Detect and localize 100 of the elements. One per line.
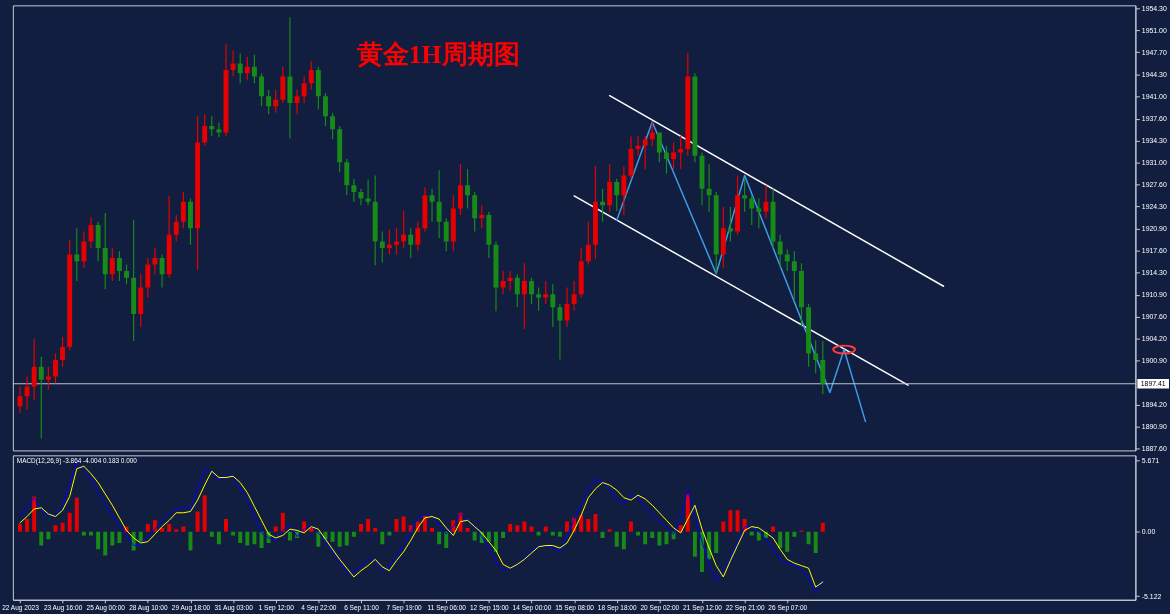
candlestick (81, 230, 87, 269)
candlestick (17, 385, 23, 414)
candlestick (330, 112, 336, 140)
candlestick (237, 52, 243, 84)
bar (493, 531, 498, 552)
bar (238, 531, 243, 543)
candlestick (180, 191, 186, 229)
candlestick (251, 54, 257, 84)
candlestick (301, 75, 307, 104)
bar (401, 516, 406, 532)
candlestick (116, 250, 122, 282)
bar (430, 527, 435, 532)
bar (813, 531, 818, 554)
candlestick (38, 356, 44, 440)
bar (501, 531, 506, 538)
candlestick (678, 135, 684, 170)
candlestick (31, 338, 37, 401)
bar (806, 531, 811, 545)
bar (522, 521, 527, 532)
bar (17, 524, 22, 532)
bar (245, 531, 250, 546)
candlestick (216, 122, 222, 138)
candlestick (571, 280, 577, 312)
bar (138, 531, 143, 542)
candlestick (550, 283, 556, 328)
candlestick (294, 89, 300, 115)
candlestick (244, 56, 250, 81)
bar (792, 531, 797, 537)
candlestick (543, 280, 549, 305)
bar (337, 531, 342, 547)
bar (309, 527, 314, 532)
candlestick (394, 227, 399, 256)
bar (330, 531, 335, 542)
bar (181, 526, 186, 532)
bar (110, 531, 115, 546)
candlestick (671, 141, 677, 170)
candlestick (656, 132, 662, 163)
candlestick (386, 228, 392, 256)
candlestick (266, 89, 272, 115)
bar (628, 521, 633, 532)
bar (778, 531, 783, 549)
bar (373, 527, 378, 532)
candlestick (259, 72, 264, 107)
bar (437, 531, 442, 545)
bar (543, 526, 548, 532)
bar (67, 512, 72, 532)
bar (735, 510, 740, 532)
candlestick (706, 163, 712, 213)
candlestick (351, 178, 357, 203)
candlestick (145, 257, 151, 299)
bar (650, 531, 655, 538)
bar (167, 524, 172, 532)
candlestick (202, 113, 208, 147)
bar (202, 495, 207, 532)
candlestick (308, 60, 314, 91)
bar (60, 522, 65, 532)
candlestick (600, 188, 606, 223)
candlestick (159, 253, 165, 289)
candlestick (344, 158, 350, 196)
bar (209, 531, 214, 537)
candlestick (635, 135, 641, 157)
candlestick (500, 270, 506, 295)
bar (607, 529, 612, 532)
candlestick (322, 92, 328, 127)
bar (25, 519, 30, 532)
bar (287, 531, 292, 541)
bar (657, 531, 662, 546)
bar (565, 521, 569, 532)
bar (472, 531, 477, 541)
candlestick (74, 227, 80, 282)
candlestick (429, 188, 435, 223)
bar (557, 531, 562, 537)
candlestick (209, 115, 215, 137)
bar (586, 519, 591, 532)
bar (721, 521, 726, 532)
candlestick (457, 163, 463, 216)
bar (692, 531, 697, 557)
bar (621, 531, 626, 550)
bar (351, 531, 356, 537)
candlestick (585, 221, 591, 266)
bar (465, 527, 470, 532)
candlestick (521, 262, 527, 330)
candlestick (365, 178, 371, 206)
bar (508, 524, 513, 532)
candlestick (152, 247, 158, 275)
candlestick (95, 221, 101, 262)
candlestick (479, 204, 485, 229)
bar (316, 531, 321, 547)
candlestick (109, 247, 115, 282)
bar (366, 519, 371, 532)
candlestick (742, 178, 748, 213)
bar (785, 531, 790, 552)
candlestick (472, 191, 478, 233)
candlestick (507, 270, 513, 292)
candlestick (529, 277, 534, 305)
candlestick (664, 145, 669, 175)
candlestick (415, 221, 421, 252)
candlestick (280, 66, 286, 104)
bar (515, 525, 520, 532)
candlestick (777, 234, 783, 269)
